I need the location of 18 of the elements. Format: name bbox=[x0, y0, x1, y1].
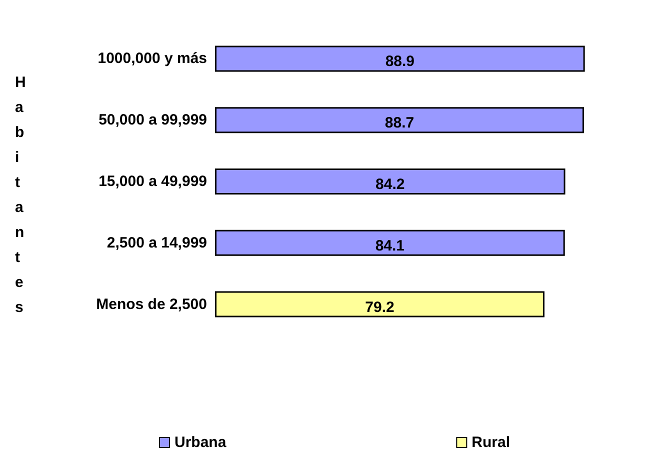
bar bbox=[215, 107, 584, 134]
data-label: 88.9 bbox=[385, 53, 415, 70]
data-label: 88.7 bbox=[384, 114, 414, 132]
legend-label: Rural bbox=[472, 434, 510, 451]
y-tick-label: 1000,000 y más bbox=[98, 50, 207, 68]
y-tick-label: 15,000 a 49,999 bbox=[98, 173, 207, 190]
data-label: 84.2 bbox=[376, 176, 405, 193]
text: Habitantes bbox=[15, 74, 26, 316]
y-tick-label: 50,000 a 99,999 bbox=[98, 112, 207, 129]
y-tick-label: Menos de 2,500 bbox=[96, 296, 207, 313]
bar bbox=[215, 291, 544, 318]
data-label: 84.1 bbox=[375, 237, 405, 254]
bar bbox=[215, 46, 585, 72]
bar bbox=[215, 230, 565, 256]
legend-label: Urbana bbox=[174, 434, 227, 451]
data-label: 79.2 bbox=[365, 298, 394, 316]
bar bbox=[215, 168, 566, 194]
y-tick-label: 2,500 a 14,999 bbox=[106, 234, 207, 252]
